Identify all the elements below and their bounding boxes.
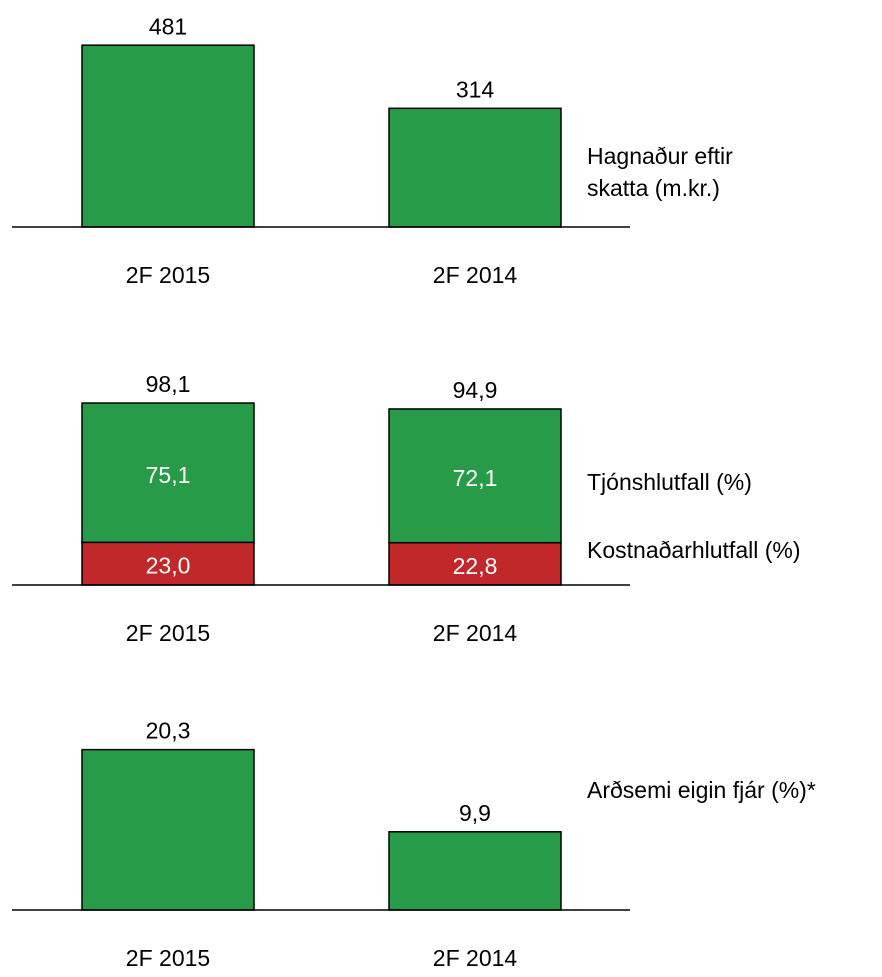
x-tick-label: 2F 2015: [126, 945, 210, 971]
total-label: 98,1: [146, 371, 191, 397]
x-tick-label: 2F 2014: [433, 945, 518, 971]
value-label: 23,0: [146, 553, 191, 579]
bar: [388, 831, 562, 911]
value-label: 72,1: [453, 465, 498, 491]
value-label: 75,1: [146, 462, 191, 488]
bar: [388, 107, 562, 228]
bar: [81, 44, 255, 228]
series-label: Hagnaður eftir: [587, 143, 733, 169]
value-label: 314: [456, 76, 495, 102]
series-label: skatta (m.kr.): [587, 175, 720, 201]
series-label: Tjónshlutfall (%): [587, 469, 752, 495]
x-tick-label: 2F 2015: [126, 620, 210, 646]
bar: [388, 408, 562, 544]
value-label: 9,9: [459, 800, 491, 826]
x-tick-label: 2F 2015: [126, 262, 210, 288]
series-label: Kostnaðarhlutfall (%): [587, 537, 801, 563]
series-label: Arðsemi eigin fjár (%)*: [587, 777, 816, 803]
x-tick-label: 2F 2014: [433, 262, 518, 288]
bar: [81, 402, 255, 544]
x-tick-label: 2F 2014: [433, 620, 518, 646]
value-label: 481: [149, 13, 187, 39]
value-label: 20,3: [146, 718, 191, 744]
bar: [81, 748, 255, 911]
total-label: 94,9: [453, 377, 498, 403]
value-label: 22,8: [453, 553, 498, 579]
